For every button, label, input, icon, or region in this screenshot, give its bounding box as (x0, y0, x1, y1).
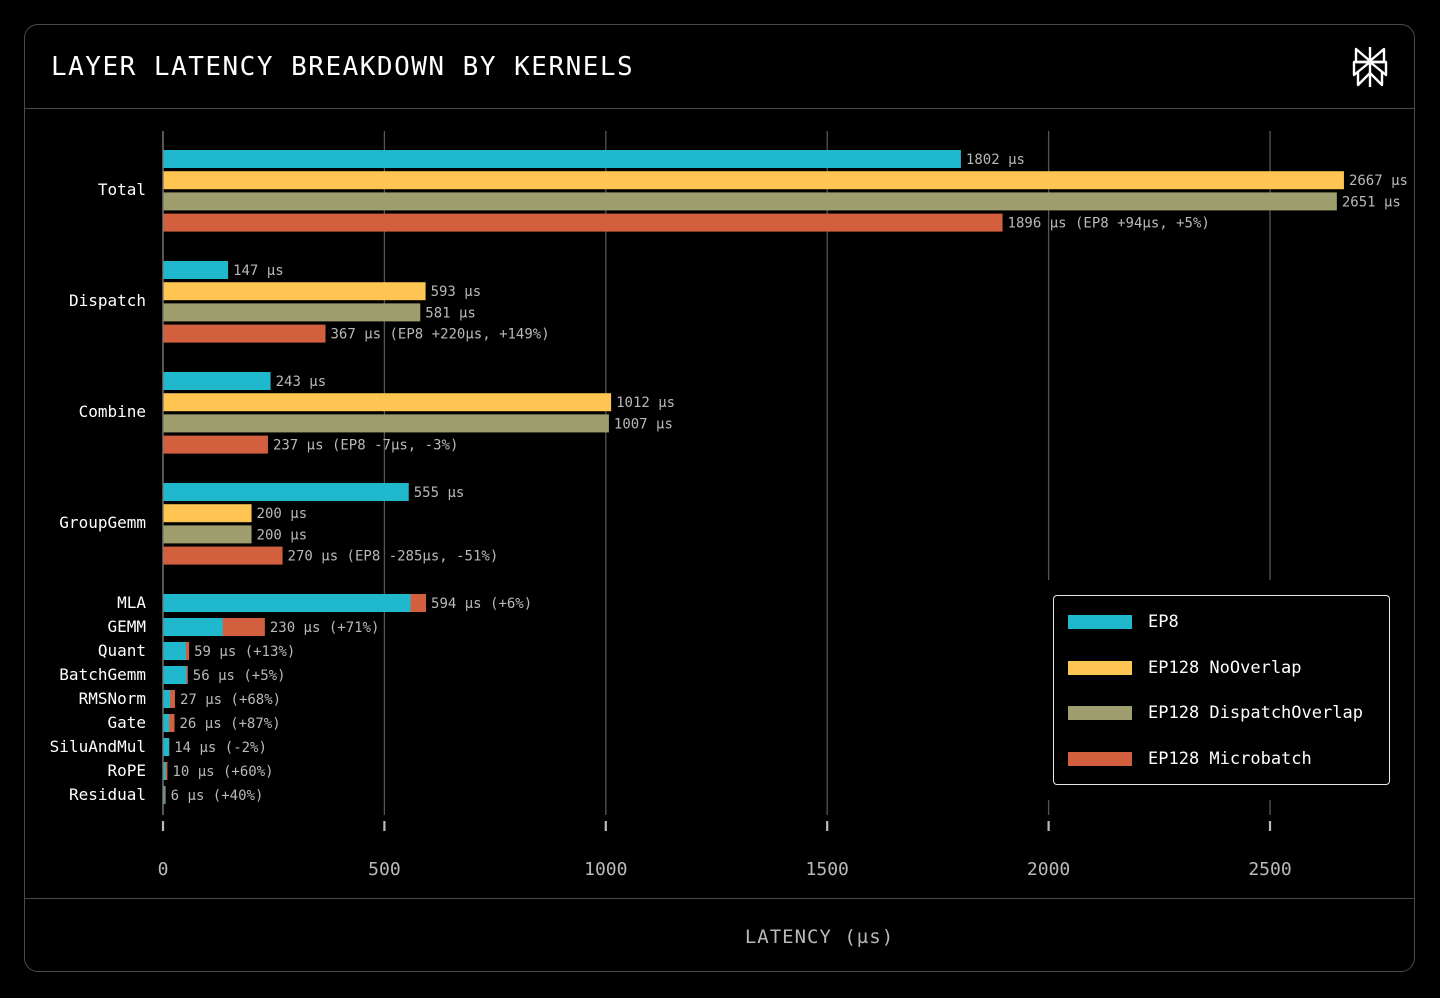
category-label-residual: Residual (69, 785, 146, 804)
data-label-mla: 594 µs (+6%) (431, 596, 532, 612)
data-label-combine-ep128-dispatchoverlap: 1007 µs (614, 416, 673, 432)
bar-rope-ep8 (163, 762, 166, 780)
header-divider (24, 108, 1415, 109)
x-axis-label: LATENCY (µs) (744, 926, 895, 948)
bar-total-ep128-dispatchoverlap (163, 192, 1337, 211)
legend-swatch-ep128-dispatchoverlap (1068, 706, 1132, 720)
data-label-dispatch-ep128-nooverlap: 593 µs (431, 284, 482, 300)
perplexity-logo-icon (1350, 45, 1390, 93)
data-label-dispatch-ep128-microbatch: 367 µs (EP8 +220µs, +149%) (331, 327, 550, 343)
data-label-batchgemm: 56 µs (+5%) (193, 668, 286, 684)
legend-item-ep128-dispatchoverlap: EP128 DispatchOverlap (1068, 703, 1363, 723)
x-tick-label-2500: 2500 (1248, 859, 1291, 880)
data-label-groupgemm-ep128-dispatchoverlap: 200 µs (257, 527, 308, 543)
bar-combine-ep128-nooverlap (163, 393, 612, 412)
bar-residual-ep8 (163, 786, 165, 804)
category-label-gemm: GEMM (107, 617, 146, 636)
category-label-total: Total (98, 180, 146, 199)
data-label-total-ep128-nooverlap: 2667 µs (1349, 173, 1408, 189)
category-label-rmsnorm: RMSNorm (79, 689, 146, 708)
category-label-batchgemm: BatchGemm (59, 665, 146, 684)
legend-item-ep128-microbatch: EP128 Microbatch (1068, 749, 1312, 769)
x-tick-label-2000: 2000 (1027, 859, 1070, 880)
category-label-rope: RoPE (107, 761, 146, 780)
data-label-groupgemm-ep8: 555 µs (414, 485, 465, 501)
data-label-combine-ep8: 243 µs (276, 374, 327, 390)
data-label-gate: 26 µs (+87%) (180, 716, 281, 732)
data-label-combine-ep128-nooverlap: 1012 µs (616, 395, 675, 411)
bar-combine-ep128-microbatch (163, 435, 268, 454)
bar-total-ep8 (163, 150, 961, 168)
bar-combine-ep128-dispatchoverlap (163, 414, 609, 433)
legend-item-ep8: EP8 (1068, 612, 1179, 632)
bar-mla-ep8 (163, 594, 411, 612)
bar-groupgemm-ep128-microbatch (163, 546, 283, 565)
x-tick-label-1000: 1000 (584, 859, 627, 880)
legend-label-ep128-dispatchoverlap: EP128 DispatchOverlap (1148, 703, 1363, 723)
data-label-rmsnorm: 27 µs (+68%) (180, 692, 281, 708)
data-label-rope: 10 µs (+60%) (172, 764, 273, 780)
bar-dispatch-ep128-microbatch (163, 324, 326, 343)
bar-dispatch-ep8 (163, 261, 229, 279)
legend-swatch-ep128-nooverlap (1068, 660, 1132, 675)
data-label-gemm: 230 µs (+71%) (270, 620, 380, 636)
data-label-siluandmul: 14 µs (-2%) (174, 740, 267, 756)
bar-batchgemm-ep8 (163, 666, 187, 684)
bar-rmsnorm-ep8 (163, 690, 171, 708)
bar-gemm-ep8 (163, 618, 223, 636)
data-label-total-ep8: 1802 µs (966, 152, 1025, 168)
bar-gate-ep8 (163, 714, 170, 732)
category-label-quant: Quant (98, 641, 146, 660)
data-label-quant: 59 µs (+13%) (194, 644, 295, 660)
legend-item-ep128-nooverlap: EP128 NoOverlap (1068, 658, 1302, 678)
category-label-mla: MLA (117, 593, 146, 612)
category-label-siluandmul: SiluAndMul (50, 737, 146, 756)
data-label-total-ep128-dispatchoverlap: 2651 µs (1342, 194, 1401, 210)
bar-total-ep128-microbatch (163, 213, 1003, 232)
data-label-total-ep128-microbatch: 1896 µs (EP8 +94µs, +5%) (1008, 216, 1210, 232)
bar-siluandmul-ep8 (163, 738, 170, 756)
data-label-residual: 6 µs (+40%) (171, 788, 264, 804)
data-label-dispatch-ep8: 147 µs (233, 263, 284, 279)
legend-label-ep128-microbatch: EP128 Microbatch (1148, 748, 1312, 769)
bar-combine-ep8 (163, 372, 271, 390)
footer-divider (24, 898, 1415, 899)
chart-title: LAYER LATENCY BREAKDOWN BY KERNELS (51, 52, 635, 82)
category-label-dispatch: Dispatch (69, 291, 146, 310)
x-tick-label-0: 0 (158, 859, 169, 880)
legend-swatch-ep8 (1068, 615, 1132, 629)
x-tick-label-1500: 1500 (806, 859, 849, 880)
bar-groupgemm-ep8 (163, 483, 409, 501)
data-label-groupgemm-ep128-nooverlap: 200 µs (257, 506, 308, 522)
data-label-combine-ep128-microbatch: 237 µs (EP8 -7µs, -3%) (273, 438, 458, 454)
chart-legend: EP8 EP128 NoOverlap EP128 DispatchOverlap E… (1053, 595, 1390, 785)
legend-swatch-ep128-microbatch (1068, 751, 1132, 766)
bar-groupgemm-ep128-nooverlap (163, 504, 252, 523)
data-label-dispatch-ep128-dispatchoverlap: 581 µs (425, 305, 476, 321)
bar-quant-ep8 (163, 642, 187, 660)
x-tick-label-500: 500 (368, 859, 401, 880)
legend-label-ep8: EP8 (1148, 612, 1179, 632)
bar-dispatch-ep128-dispatchoverlap (163, 303, 421, 322)
category-label-combine: Combine (79, 402, 146, 421)
chart-frame (24, 24, 1415, 972)
bar-total-ep128-nooverlap (163, 171, 1344, 190)
category-label-groupgemm: GroupGemm (59, 513, 146, 532)
bar-groupgemm-ep128-dispatchoverlap (163, 525, 252, 544)
bar-dispatch-ep128-nooverlap (163, 282, 426, 301)
data-label-groupgemm-ep128-microbatch: 270 µs (EP8 -285µs, -51%) (288, 549, 499, 565)
category-label-gate: Gate (107, 713, 146, 732)
legend-label-ep128-nooverlap: EP128 NoOverlap (1148, 657, 1302, 678)
